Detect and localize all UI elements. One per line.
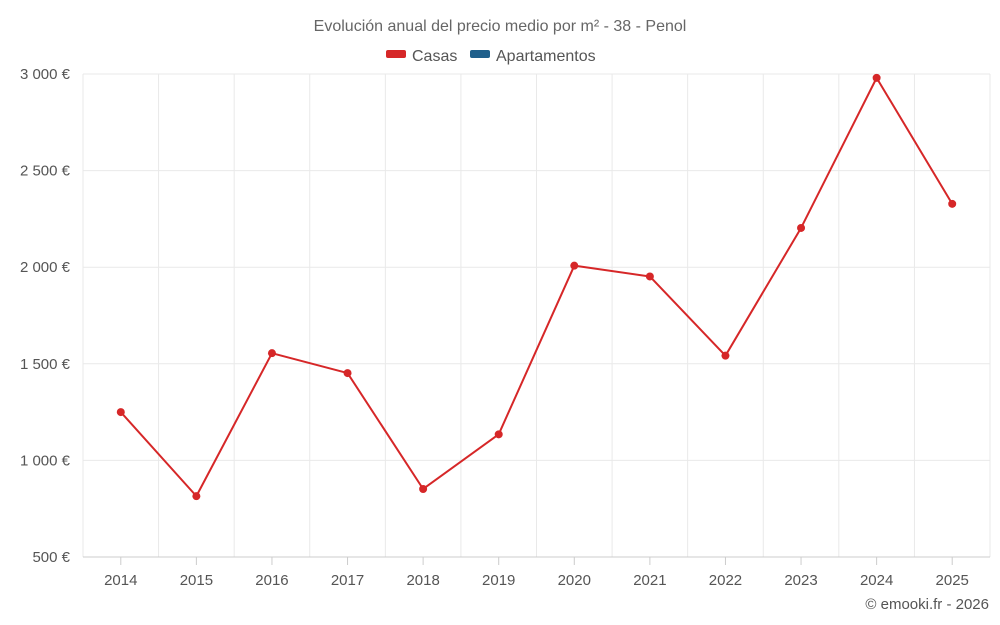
data-point[interactable]	[192, 492, 201, 501]
series	[116, 73, 957, 501]
legend-swatch-casas	[386, 50, 406, 58]
legend-item-apartamentos[interactable]: Apartamentos	[470, 48, 596, 65]
x-axis: 2014 2015 2016 2017 2018 2019 2020 2021 2022 2023…	[104, 557, 969, 589]
legend-swatch-apartamentos	[470, 50, 490, 58]
x-tick-label: 2020	[558, 572, 591, 589]
x-tick-label: 2018	[406, 572, 439, 589]
chart-title: Evolución anual del precio medio por m² …	[314, 18, 687, 35]
x-tick-label: 2014	[104, 572, 137, 589]
data-point[interactable]	[494, 430, 503, 439]
y-tick-label: 2 500 €	[20, 163, 71, 180]
x-tick-label: 2019	[482, 572, 515, 589]
y-tick-label: 1 000 €	[20, 452, 71, 469]
y-tick-label: 3 000 €	[20, 66, 71, 83]
legend-label-casas: Casas	[412, 48, 457, 65]
x-tick-label: 2016	[255, 572, 288, 589]
x-tick-label: 2025	[936, 572, 969, 589]
legend-label-apartamentos: Apartamentos	[496, 48, 596, 65]
data-point[interactable]	[645, 272, 654, 281]
x-tick-label: 2021	[633, 572, 666, 589]
credit: © emooki.fr - 2026	[865, 596, 989, 613]
x-tick-label: 2023	[784, 572, 817, 589]
y-tick-label: 500 €	[32, 549, 70, 566]
data-point[interactable]	[267, 349, 276, 358]
legend: Casas Apartamentos	[386, 48, 596, 65]
y-tick-label: 1 500 €	[20, 356, 71, 373]
x-tick-label: 2017	[331, 572, 364, 589]
x-tick-label: 2022	[709, 572, 742, 589]
y-axis: 500 € 1 000 € 1 500 € 2 000 € 2 500 € 3 000 €	[20, 66, 71, 566]
data-point[interactable]	[570, 261, 579, 270]
data-point[interactable]	[948, 199, 957, 208]
data-point[interactable]	[721, 351, 730, 360]
x-tick-label: 2024	[860, 572, 893, 589]
data-point[interactable]	[872, 73, 881, 82]
data-point[interactable]	[116, 408, 125, 417]
data-point[interactable]	[797, 223, 806, 232]
data-point[interactable]	[419, 484, 428, 493]
legend-item-casas[interactable]: Casas	[386, 48, 457, 65]
y-tick-label: 2 000 €	[20, 259, 71, 276]
series-line-casas	[120, 76, 954, 498]
x-tick-label: 2015	[180, 572, 213, 589]
grid	[82, 73, 991, 558]
data-point[interactable]	[343, 369, 352, 378]
